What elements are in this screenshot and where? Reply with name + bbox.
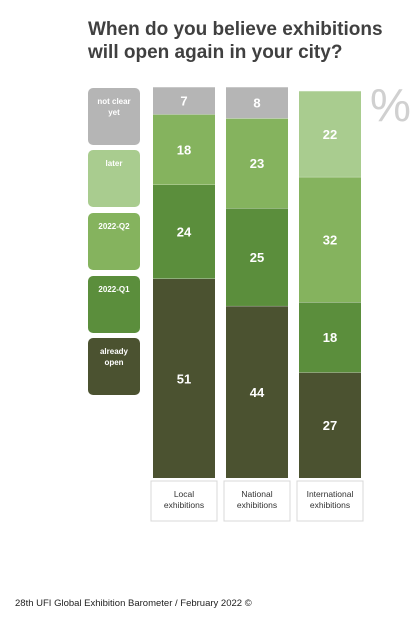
category-label-box bbox=[296, 480, 364, 522]
category-label: Local bbox=[174, 489, 194, 499]
category-label-box bbox=[150, 480, 218, 522]
bar-segment bbox=[299, 90, 361, 177]
legend-item: already open bbox=[88, 338, 140, 395]
data-label: 7 bbox=[180, 94, 187, 109]
data-label: 8 bbox=[253, 96, 260, 111]
bar-segment bbox=[153, 114, 215, 185]
data-label: 18 bbox=[323, 330, 337, 345]
bar-segment bbox=[299, 302, 361, 373]
chart-title-line-1: When do you believe exhibitions bbox=[88, 19, 383, 40]
data-label: 18 bbox=[177, 143, 191, 158]
legend-item: later bbox=[88, 150, 140, 207]
data-label: 22 bbox=[323, 127, 337, 142]
category-label: National bbox=[241, 489, 272, 499]
bar-segment bbox=[153, 184, 215, 279]
footer-source: 28th UFI Global Exhibition Barometer / F… bbox=[15, 598, 252, 609]
legend-label: open bbox=[104, 358, 124, 367]
percent-unit-symbol: % bbox=[370, 79, 411, 131]
data-label: 44 bbox=[250, 385, 265, 400]
data-label: 24 bbox=[177, 225, 192, 240]
data-label: 27 bbox=[323, 418, 337, 433]
bar-segment bbox=[226, 118, 288, 209]
legend-item: 2022-Q1 bbox=[88, 276, 140, 333]
category-label: exhibitions bbox=[237, 500, 277, 510]
bar-segment bbox=[226, 208, 288, 306]
legend-item: not clear yet bbox=[88, 88, 140, 145]
category-label: exhibitions bbox=[164, 500, 204, 510]
bar-segment bbox=[153, 278, 215, 478]
bar-segment bbox=[299, 176, 361, 303]
bar-segment bbox=[226, 305, 288, 478]
bar-segment bbox=[226, 87, 288, 119]
legend-label: 2022-Q1 bbox=[98, 285, 130, 294]
bar-segment bbox=[299, 372, 361, 478]
category-label: exhibitions bbox=[310, 500, 350, 510]
legend-label: later bbox=[105, 159, 123, 168]
category-label: International bbox=[307, 489, 354, 499]
data-label: 23 bbox=[250, 156, 264, 171]
legend-item: 2022-Q2 bbox=[88, 213, 140, 270]
category-label-box bbox=[223, 480, 291, 522]
legend-label: already bbox=[99, 347, 129, 356]
legend-label: yet bbox=[108, 108, 120, 117]
data-label: 51 bbox=[177, 371, 191, 386]
data-label: 32 bbox=[323, 232, 337, 247]
legend-label: 2022-Q2 bbox=[98, 222, 130, 231]
legend-label: not clear bbox=[97, 97, 131, 106]
chart-title-line-2: will open again in your city? bbox=[88, 42, 343, 63]
chart-title: When do you believe exhibitions will ope… bbox=[88, 18, 406, 64]
bar-segment bbox=[153, 87, 215, 115]
data-label: 25 bbox=[250, 250, 264, 265]
